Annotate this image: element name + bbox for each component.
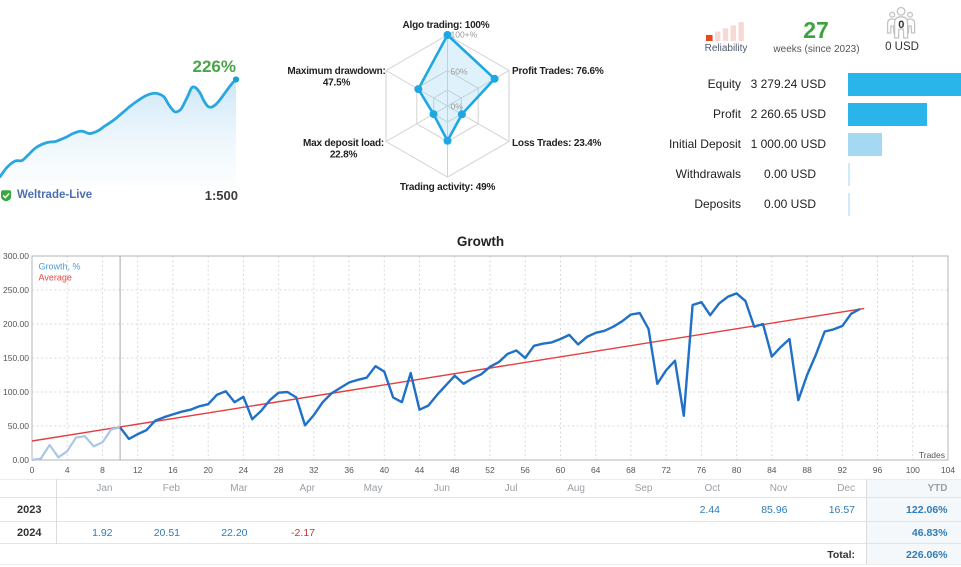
svg-text:150.00: 150.00	[3, 353, 29, 363]
svg-text:50%: 50%	[451, 67, 468, 77]
svg-text:84: 84	[767, 465, 777, 475]
svg-text:250.00: 250.00	[3, 285, 29, 295]
svg-text:Trading activity: 49%: Trading activity: 49%	[400, 182, 496, 193]
svg-text:56: 56	[520, 465, 530, 475]
svg-text:36: 36	[344, 465, 354, 475]
svg-text:92: 92	[838, 465, 848, 475]
svg-text:24: 24	[239, 465, 249, 475]
svg-text:44: 44	[415, 465, 425, 475]
svg-text:68: 68	[626, 465, 636, 475]
svg-text:Average: Average	[39, 273, 72, 283]
svg-text:28: 28	[274, 465, 284, 475]
svg-text:22.8%: 22.8%	[330, 150, 358, 161]
svg-text:Max deposit load:: Max deposit load:	[303, 138, 384, 149]
svg-text:88: 88	[802, 465, 812, 475]
svg-text:100.00: 100.00	[3, 387, 29, 397]
svg-text:52: 52	[485, 465, 495, 475]
svg-text:Trades: Trades	[919, 450, 945, 460]
svg-text:4: 4	[65, 465, 70, 475]
svg-text:48: 48	[450, 465, 460, 475]
svg-text:Maximum drawdown:: Maximum drawdown:	[287, 66, 385, 77]
svg-text:50.00: 50.00	[8, 421, 30, 431]
svg-text:12: 12	[133, 465, 143, 475]
svg-text:8: 8	[100, 465, 105, 475]
svg-text:104: 104	[941, 465, 955, 475]
svg-text:Profit Trades: 76.6%: Profit Trades: 76.6%	[512, 66, 604, 77]
svg-text:96: 96	[873, 465, 883, 475]
svg-text:20: 20	[203, 465, 213, 475]
svg-text:Growth, %: Growth, %	[39, 262, 81, 272]
svg-text:0: 0	[898, 19, 904, 31]
svg-text:60: 60	[556, 465, 566, 475]
svg-text:100: 100	[906, 465, 920, 475]
svg-text:47.5%: 47.5%	[323, 78, 351, 89]
svg-text:40: 40	[380, 465, 390, 475]
svg-text:76: 76	[697, 465, 707, 475]
svg-text:32: 32	[309, 465, 319, 475]
svg-text:72: 72	[661, 465, 671, 475]
svg-text:100+%: 100+%	[451, 30, 478, 40]
svg-text:0.00: 0.00	[12, 455, 29, 465]
svg-text:200.00: 200.00	[3, 319, 29, 329]
svg-text:16: 16	[168, 465, 178, 475]
svg-text:64: 64	[591, 465, 601, 475]
svg-text:Loss Trades: 23.4%: Loss Trades: 23.4%	[512, 138, 602, 149]
svg-text:Algo trading: 100%: Algo trading: 100%	[403, 20, 490, 31]
svg-text:0%: 0%	[451, 102, 464, 112]
svg-text:0: 0	[30, 465, 35, 475]
svg-text:80: 80	[732, 465, 742, 475]
svg-text:300.00: 300.00	[3, 251, 29, 261]
